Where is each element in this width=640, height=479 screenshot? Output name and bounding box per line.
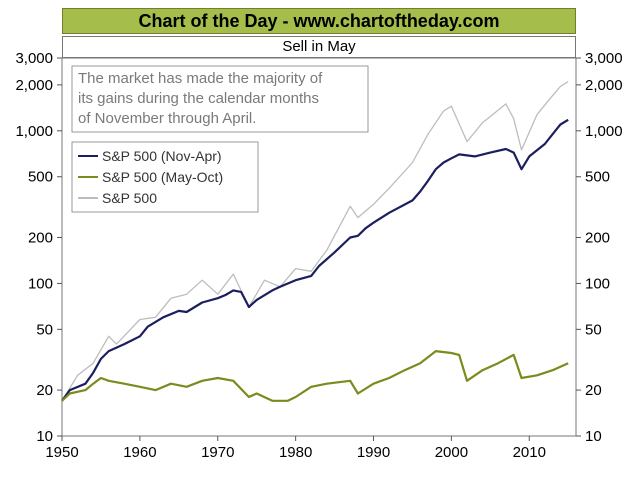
y-tick-label-left: 3,000: [15, 50, 53, 67]
series-line-may-oct: [61, 350, 569, 402]
y-tick-label-right: 1,000: [585, 123, 623, 140]
y-tick-label-left: 10: [36, 428, 53, 445]
y-tick-label-left: 20: [36, 382, 53, 399]
chart-banner-title: Chart of the Day - www.chartoftheday.com: [62, 8, 576, 34]
y-tick-label-right: 10: [585, 428, 602, 445]
annotation-box: [71, 65, 369, 133]
y-tick-label-right: 3,000: [585, 50, 623, 67]
legend-label: S&P 500 (Nov-Apr): [102, 148, 222, 164]
annotation-text: The market has made the majority of: [78, 70, 323, 87]
legend-box: [71, 141, 259, 213]
y-tick-label-right: 200: [585, 229, 610, 246]
legend-label: S&P 500: [102, 190, 157, 206]
y-tick-label-right: 500: [585, 169, 610, 186]
legend-label: S&P 500 (May-Oct): [102, 169, 223, 185]
x-tick-label: 1950: [45, 444, 78, 461]
x-tick-label: 1980: [279, 444, 312, 461]
y-tick-label-left: 200: [28, 229, 53, 246]
series-line-sp500: [61, 81, 569, 402]
x-tick-label: 2000: [435, 444, 468, 461]
series-line-nov-apr: [61, 118, 569, 402]
annotation-text: its gains during the calendar months: [78, 90, 319, 107]
y-tick-label-left: 100: [28, 275, 53, 292]
y-tick-label-left: 2,000: [15, 77, 53, 94]
annotation-text: of November through April.: [78, 110, 256, 127]
y-tick-label-right: 50: [585, 321, 602, 338]
y-tick-label-right: 2,000: [585, 77, 623, 94]
x-tick-label: 1960: [123, 444, 156, 461]
plot-frame: [61, 57, 577, 437]
y-tick-label-left: 50: [36, 321, 53, 338]
x-tick-label: 1970: [201, 444, 234, 461]
x-tick-label: 1990: [357, 444, 390, 461]
x-tick-label: 2010: [513, 444, 546, 461]
y-tick-label-left: 500: [28, 169, 53, 186]
y-tick-label-right: 100: [585, 275, 610, 292]
y-tick-label-left: 1,000: [15, 123, 53, 140]
y-tick-label-right: 20: [585, 382, 602, 399]
